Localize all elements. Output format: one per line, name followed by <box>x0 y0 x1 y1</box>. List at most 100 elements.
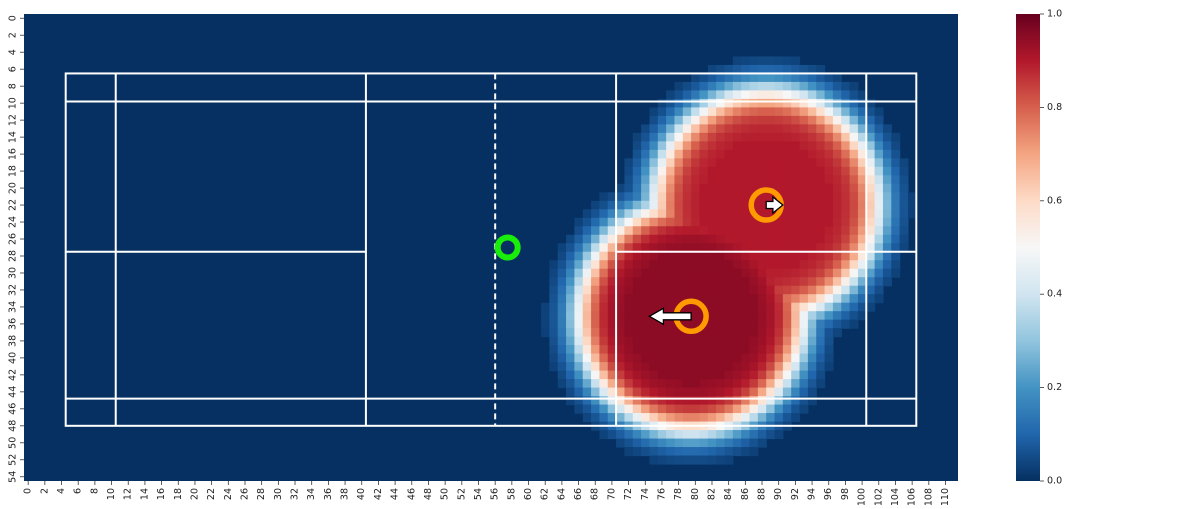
heat-cell <box>557 370 567 380</box>
heat-cell <box>624 200 634 210</box>
heat-cell <box>741 166 751 176</box>
heat-cell <box>724 251 734 261</box>
heat-cell <box>632 141 642 151</box>
heat-cell <box>741 132 751 142</box>
heat-cell <box>774 217 784 227</box>
heat-cell <box>824 115 834 125</box>
heat-cell <box>832 217 842 227</box>
heat-cell <box>799 149 809 159</box>
heat-cell <box>699 200 709 210</box>
heat-cell <box>657 217 667 227</box>
heat-cell <box>757 277 767 287</box>
heat-cell <box>824 149 834 159</box>
heat-cell <box>691 149 701 159</box>
heat-cell <box>574 370 584 380</box>
heat-cell <box>707 413 717 423</box>
heat-cell <box>799 268 809 278</box>
heat-cell <box>574 379 584 389</box>
heat-cell <box>674 251 684 261</box>
x-tick-label: 60 <box>523 488 534 500</box>
heat-cell <box>699 396 709 406</box>
heat-cell <box>724 217 734 227</box>
heat-cell <box>857 226 867 236</box>
x-tick-label: 44 <box>390 488 401 500</box>
heat-cell <box>582 396 592 406</box>
heat-cell <box>574 319 584 329</box>
heat-cell <box>682 98 692 108</box>
heat-cell <box>774 311 784 321</box>
heat-cell <box>716 328 726 338</box>
heat-cell <box>724 175 734 185</box>
heat-cell <box>732 175 742 185</box>
heat-cell <box>791 90 801 100</box>
heat-cell <box>782 166 792 176</box>
heat-cell <box>632 387 642 397</box>
heat-cell <box>741 294 751 304</box>
heat-cell <box>849 158 859 168</box>
heat-cell <box>799 141 809 151</box>
heat-cell <box>757 124 767 134</box>
heat-cell <box>732 200 742 210</box>
heat-cell <box>691 243 701 253</box>
heat-cell <box>632 328 642 338</box>
heat-cell <box>816 294 826 304</box>
heat-cell <box>616 234 626 244</box>
heat-cell <box>707 234 717 244</box>
heat-cell <box>757 396 767 406</box>
heat-cell <box>616 387 626 397</box>
heat-cell <box>632 447 642 457</box>
heat-cell <box>682 175 692 185</box>
heat-cell <box>682 285 692 295</box>
heat-cell <box>857 192 867 202</box>
heat-cell <box>716 141 726 151</box>
heat-cell <box>824 251 834 261</box>
heat-cell <box>757 285 767 295</box>
heat-cell <box>657 277 667 287</box>
heat-cell <box>749 217 759 227</box>
heat-cell <box>724 345 734 355</box>
heat-cell <box>899 217 909 227</box>
x-tick-label: 66 <box>573 488 584 500</box>
heat-cell <box>549 328 559 338</box>
heat-cell <box>757 81 767 92</box>
heat-cell <box>599 362 609 372</box>
heat-cell <box>649 328 659 338</box>
heat-cell <box>791 183 801 193</box>
heat-cell <box>624 362 634 372</box>
heat-cell <box>707 370 717 380</box>
y-tick-label: 28 <box>8 250 19 262</box>
heat-cell <box>849 260 859 270</box>
heat-cell <box>641 166 651 176</box>
x-tick-label: 42 <box>373 488 384 500</box>
heat-cell <box>757 149 767 159</box>
heat-cell <box>674 217 684 227</box>
heat-cell <box>841 141 851 151</box>
heat-cell <box>857 200 867 210</box>
x-tick-label: 4 <box>56 488 67 494</box>
heat-cell <box>849 200 859 210</box>
heat-cell <box>699 404 709 414</box>
heat-cell <box>566 311 575 321</box>
heat-cell <box>824 362 834 372</box>
heat-cell <box>641 141 651 151</box>
heat-cell <box>891 132 901 142</box>
heat-cell <box>707 81 717 92</box>
heat-cell <box>607 430 617 440</box>
heat-cell <box>882 209 892 219</box>
heat-cell <box>749 56 759 66</box>
heat-cell <box>774 226 784 236</box>
heat-cell <box>624 447 634 457</box>
heat-cell <box>682 413 692 423</box>
heat-cell <box>699 379 709 389</box>
heat-cell <box>732 192 742 202</box>
heat-cell <box>649 107 659 117</box>
heat-cell <box>666 362 676 372</box>
heat-cell <box>824 345 834 355</box>
heat-cell <box>849 217 859 227</box>
heat-cell <box>632 158 642 168</box>
heat-cell <box>691 107 701 117</box>
heat-cell <box>666 192 676 202</box>
heat-cell <box>616 370 626 380</box>
y-tick-label: 18 <box>8 165 19 177</box>
heat-cell <box>599 268 609 278</box>
